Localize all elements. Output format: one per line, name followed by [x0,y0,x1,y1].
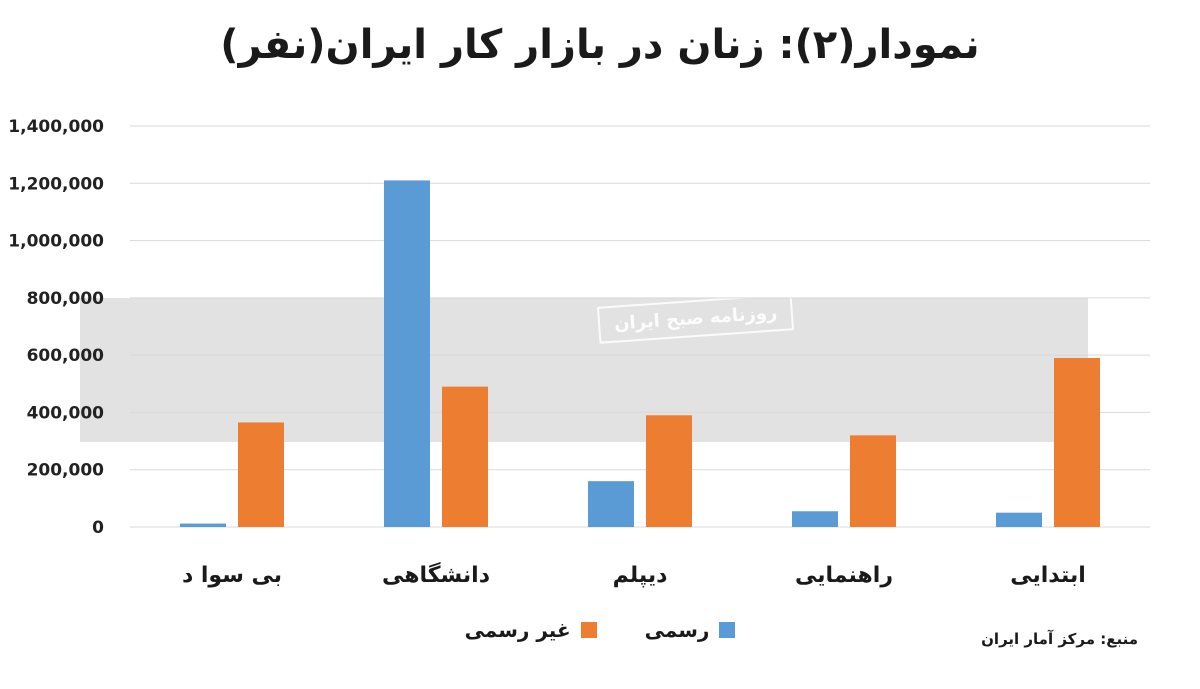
source-note: منبع: مرکز آمار ایران [981,630,1138,648]
y-tick-label: 400,000 [27,403,105,423]
bar-informal [850,435,896,527]
y-tick-label: 800,000 [27,289,105,309]
watermark-band [80,298,1088,442]
category-label: راهنمایی [795,563,893,588]
bar-informal [646,415,692,527]
bar-informal [1054,358,1100,527]
x-axis-categories: بی سوا د دانشگاهی دیپلم راهنمایی ابتدایی [182,561,1086,588]
bar-formal [996,512,1042,527]
bar-formal [180,523,226,527]
legend-swatch-formal [719,622,736,638]
legend-item-informal: غیر رسمی [465,618,597,642]
category-label: بی سوا د [182,563,282,588]
y-tick-label: 1,000,000 [8,232,104,252]
y-tick-label: 1,200,000 [8,174,104,194]
legend-label-informal: غیر رسمی [464,618,571,642]
legend-label-formal: رسمی [644,618,710,642]
y-tick-label: 0 [92,518,104,538]
y-tick-label: 1,400,000 [8,117,104,137]
bar-informal [238,422,284,527]
chart-title: نمودار(۲): زنان در بازار کار ایران(نفر) [220,22,980,68]
category-label: ابتدایی [1010,563,1086,588]
legend: رسمی غیر رسمی [0,618,1200,642]
category-label: دانشگاهی [382,561,490,588]
y-tick-label: 600,000 [27,346,105,366]
bars [180,180,1100,527]
y-tick-label: 200,000 [27,461,105,481]
legend-swatch-informal [580,622,597,638]
bar-formal [588,481,634,527]
y-axis-ticks: 0 200,000 400,000 600,000 800,000 1,000,000 1,… [8,117,104,538]
bar-formal [792,511,838,527]
legend-item-formal: رسمی [645,618,736,642]
bar-formal [384,180,430,527]
gridlines [130,125,1150,528]
bar-informal [442,386,488,527]
category-label: دیپلم [613,563,668,588]
